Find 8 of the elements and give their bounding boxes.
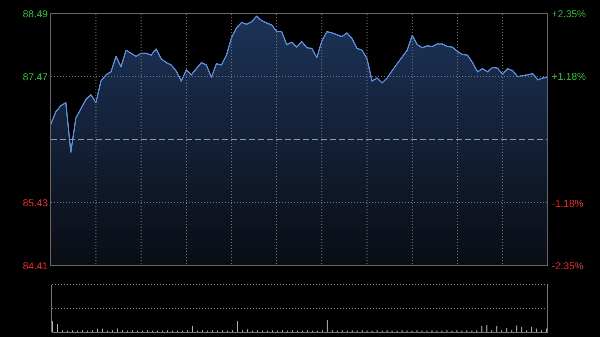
y2-tick-label: +1.18% — [552, 72, 586, 84]
y2-tick-label: -1.18% — [552, 198, 584, 210]
y-tick-label: 88.49 — [22, 10, 48, 20]
y-tick-label: 84.41 — [22, 262, 48, 272]
y2-tick-label: -2.35% — [552, 262, 584, 272]
y-tick-label: 87.47 — [22, 72, 48, 84]
y-tick-label: 85.43 — [22, 198, 48, 210]
y2-tick-label: +2.35% — [552, 10, 586, 20]
